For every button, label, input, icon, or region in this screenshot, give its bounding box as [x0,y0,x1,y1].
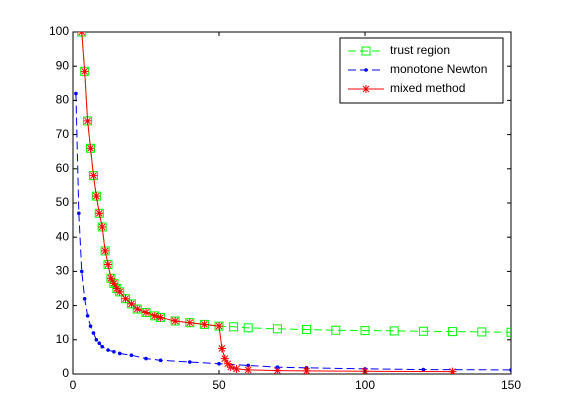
marker [129,353,134,357]
marker [215,322,223,331]
marker [115,287,124,296]
marker [92,192,101,201]
x-tick-label: 100 [355,378,375,392]
legend-label: mixed method [390,81,465,95]
marker [142,308,150,317]
marker [77,32,86,36]
marker [421,367,426,372]
marker [302,325,312,335]
marker [477,327,487,337]
y-tick-label: 100 [49,24,69,38]
marker [185,318,194,327]
marker [150,311,159,320]
y-tick-label: 30 [56,264,70,278]
marker [95,209,104,218]
marker [98,222,107,231]
marker [217,361,221,366]
marker [83,116,92,125]
marker [229,322,239,332]
marker [244,365,253,374]
y-tick-label: 10 [56,332,70,346]
marker [273,366,282,374]
marker [418,326,428,336]
marker [117,351,122,356]
y-tick-label: 20 [56,298,70,312]
marker [79,269,84,274]
marker [171,316,180,325]
y-tick-label: 60 [56,161,70,175]
marker [272,324,282,334]
legend-marker [364,68,368,72]
marker [331,325,341,335]
marker [226,363,235,372]
marker [302,366,311,374]
marker [88,324,93,328]
marker [104,260,113,269]
x-tick-label: 0 [70,378,77,392]
legend-marker [362,85,370,93]
marker [217,344,226,353]
y-tick-label: 0 [62,366,69,380]
plot-lines [74,32,511,374]
marker [106,274,115,283]
y-tick-label: 80 [56,93,70,107]
marker [112,284,121,293]
marker [80,67,89,76]
y-tick-label: 50 [56,195,70,209]
marker [200,320,209,329]
marker [91,331,96,335]
marker [246,363,250,368]
x-tick-label: 150 [501,378,521,392]
marker [85,314,90,318]
y-tick-label: 40 [56,229,70,243]
marker [82,296,87,301]
marker [243,323,253,333]
marker [448,367,457,374]
marker [109,279,118,288]
marker [144,356,148,361]
marker [97,341,102,346]
marker [89,171,98,180]
series-line [75,93,511,371]
x-tick-label: 50 [212,378,226,392]
y-tick-label: 70 [56,127,70,141]
legend: trust region monotone Newton mixed method [339,37,504,104]
marker [74,91,78,96]
marker [86,144,95,153]
marker [223,359,232,368]
marker [121,294,130,303]
marker [77,211,81,216]
marker [101,246,110,255]
marker [389,326,399,336]
legend-marker [361,46,371,56]
marker [506,327,511,337]
series-line [81,32,453,373]
marker [232,364,241,373]
marker [360,326,370,336]
series-line [81,32,511,333]
marker [158,358,163,363]
legend-label: trust region [390,43,450,57]
marker [112,349,116,354]
marker [127,299,136,308]
marker [188,360,192,364]
marker [133,305,142,314]
marker [156,313,165,322]
marker [94,338,99,342]
marker [100,344,104,349]
marker [448,327,458,337]
y-tick-label: 90 [56,58,70,72]
marker [106,348,110,352]
legend-label: monotone Newton [390,62,487,76]
marker [220,354,229,363]
